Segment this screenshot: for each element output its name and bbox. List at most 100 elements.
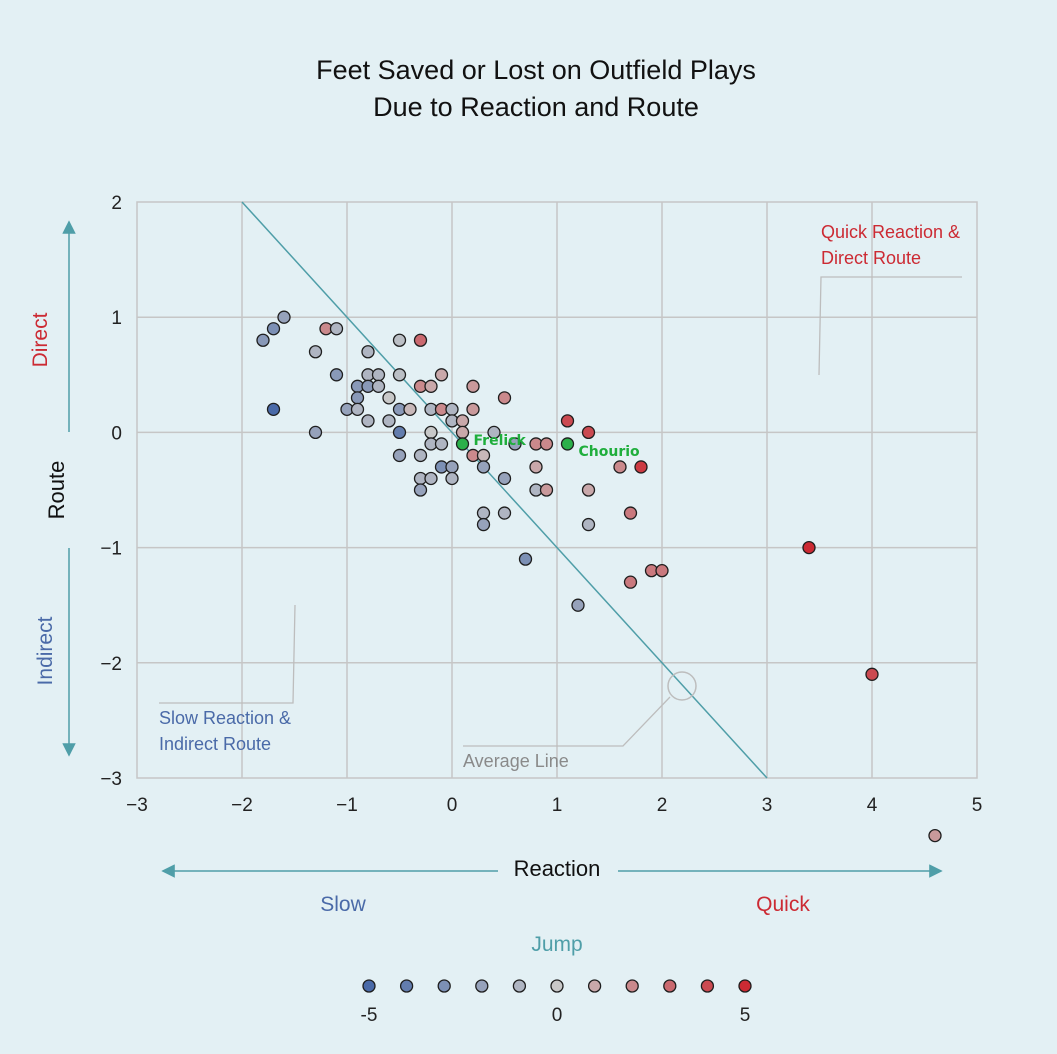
data-point [497,471,512,486]
y-pole-direct: Direct [29,312,52,367]
data-point [518,552,533,566]
y-tick-label: −3 [100,769,122,790]
data-point [308,345,323,359]
y-tick-label: 2 [111,193,122,214]
data-point [455,414,470,428]
y-pole-indirect: Indirect [34,616,57,685]
grid-lines [137,202,977,778]
data-point [371,368,386,382]
highlight-label: Frelick [474,433,527,449]
data-point [413,333,428,347]
data-point [329,368,344,382]
x-tick-label: −1 [336,795,358,816]
data-point [445,460,459,474]
slow-indirect-annotation-line-1: Slow Reaction & [159,708,291,728]
chart-title-line-2: Due to Reaction and Route [373,92,699,122]
data-point [497,391,512,405]
legend-max-label: 5 [740,1005,751,1026]
average-highlight-circle [667,671,697,701]
legend-swatch [512,979,527,993]
data-point [476,517,491,532]
x-axis-label: Reaction [514,856,601,881]
data-point [392,368,407,382]
data-point [445,402,459,417]
y-tick-label: −1 [100,539,122,560]
data-point [571,598,585,612]
highlight-point [560,437,575,451]
x-tick-label: 3 [762,795,773,816]
legend-swatch [663,979,677,993]
data-point [382,391,396,405]
data-point [655,563,669,578]
highlight-point [455,437,470,451]
data-point [476,448,491,463]
data-point [581,517,596,532]
data-point [361,345,375,359]
x-tick-labels: −3 −2 −1 0 1 2 3 4 5 [126,795,982,816]
data-point [634,460,648,474]
data-point [497,506,512,520]
legend-title: Jump [531,933,582,956]
data-point [581,425,596,440]
data-point [539,483,554,497]
data-point [560,414,575,428]
data-point [266,322,281,336]
legend-swatch [550,979,564,993]
data-point [508,437,522,451]
legend-swatch [738,979,752,993]
data-point [434,368,449,382]
y-tick-label: −2 [100,654,122,675]
data-point [350,391,365,405]
legend-swatch [399,979,414,993]
data-point [539,437,554,451]
legend-swatch [437,979,451,993]
average-line-annotation: Average Line [463,751,569,771]
x-tick-label: 5 [972,795,983,816]
x-pole-slow: Slow [320,893,366,916]
data-point [928,828,942,843]
data-point [392,333,407,347]
data-point [382,414,396,428]
data-point [266,402,281,417]
x-tick-label: 2 [657,795,668,816]
legend-swatch [475,979,489,993]
legend-swatch [587,979,602,993]
data-point [403,402,417,417]
data-point [623,506,638,520]
data-point [802,540,816,555]
average-leader-line [463,696,671,747]
data-points [256,310,942,843]
x-tick-label: 0 [447,795,458,816]
data-point [413,448,428,463]
legend-swatch [700,979,715,993]
y-tick-label: 0 [111,423,122,444]
x-pole-quick: Quick [756,893,810,916]
data-point [371,379,386,393]
legend-swatch [362,979,376,993]
data-point [350,402,365,417]
chart-title-line-1: Feet Saved or Lost on Outfield Plays [316,55,756,85]
quick-direct-leader-line [818,276,962,376]
data-point [392,448,407,463]
data-point [623,575,638,589]
data-point [865,667,879,681]
data-point [445,471,459,486]
data-point [434,437,449,451]
highlighted-players: Frelick Chourio [455,433,640,460]
data-point [476,506,491,520]
quick-direct-annotation-line-2: Direct Route [821,248,921,268]
x-tick-label: −2 [231,795,253,816]
data-point [466,402,480,417]
legend-mid-label: 0 [552,1005,563,1026]
data-point [529,460,543,474]
data-point [256,333,270,347]
data-point [424,471,438,486]
quick-direct-annotation-line-1: Quick Reaction & [821,222,960,242]
data-point [424,425,438,440]
y-tick-label: 1 [111,308,122,329]
data-point [361,414,375,428]
legend-swatch [625,979,639,993]
data-point [392,425,407,440]
data-point [308,425,323,440]
